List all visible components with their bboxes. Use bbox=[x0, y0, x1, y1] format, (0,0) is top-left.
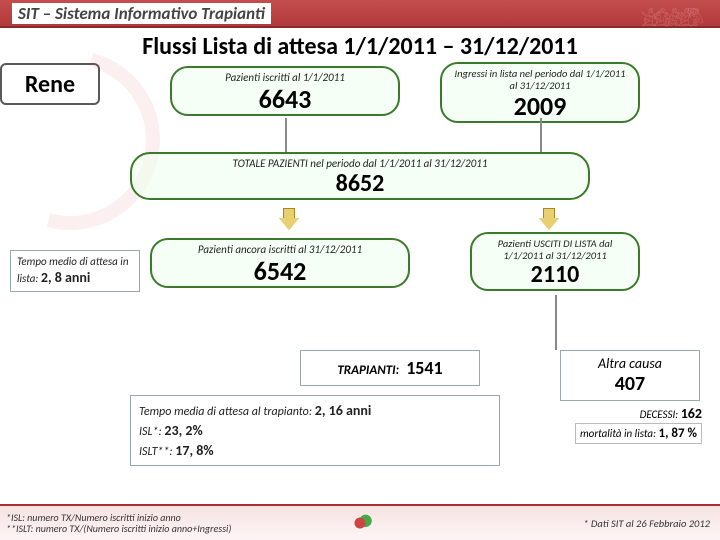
still-enrolled-value: 6542 bbox=[162, 258, 398, 284]
enrolled-start-value: 6643 bbox=[182, 86, 388, 112]
exited-value: 2110 bbox=[482, 263, 628, 287]
deaths-line: DECESSI: 162 bbox=[640, 405, 702, 422]
avg-wait-list-box: Tempo medio di attesa in lista: 2, 8 ann… bbox=[10, 250, 140, 292]
avg-wait-tx-value: 2, 16 anni bbox=[315, 402, 372, 419]
entries-period-label: Ingressi in lista nel periodo dal 1/1/20… bbox=[452, 68, 628, 91]
other-cause-label: Altra causa bbox=[565, 355, 695, 372]
page-title: Flussi Lista di attesa 1/1/2011 – 31/12/… bbox=[0, 32, 720, 61]
transplants-label: TRAPIANTI: bbox=[337, 363, 399, 378]
total-period-pill: TOTALE PAZIENTI nel periodo dal 1/1/2011… bbox=[130, 152, 590, 200]
transplants-value: 1541 bbox=[406, 357, 443, 379]
exited-pill: Pazienti USCITI DI LISTA dal 1/1/2011 al… bbox=[470, 232, 640, 291]
down-arrow-icon bbox=[540, 208, 558, 230]
mortality-value: 1, 87 % bbox=[659, 426, 697, 441]
deaths-label: DECESSI: bbox=[640, 408, 679, 421]
mortality-line: mortalità in lista: 1, 87 % bbox=[575, 423, 702, 444]
connector-line bbox=[555, 295, 557, 350]
site-title: SIT – Sistema Informativo Trapianti bbox=[12, 3, 271, 24]
other-cause-value: 407 bbox=[565, 372, 695, 396]
still-enrolled-pill: Pazienti ancora iscritti al 31/12/2011 6… bbox=[150, 238, 410, 288]
isl-label: ISL*: bbox=[139, 425, 162, 439]
islt-label: ISLT**: bbox=[139, 445, 173, 459]
enrolled-start-pill: Pazienti iscritti al 1/1/2011 6643 bbox=[170, 66, 400, 116]
header-decoration: 𓀀𓀁𓀂𓀃𓀄 bbox=[641, 2, 700, 32]
header-band: SIT – Sistema Informativo Trapianti 𓀀𓀁𓀂𓀃… bbox=[0, 0, 720, 28]
down-arrow-icon bbox=[280, 208, 298, 230]
footer-logo-icon bbox=[346, 512, 374, 534]
isl-value: 23, 2% bbox=[164, 422, 202, 439]
entries-period-pill: Ingressi in lista nel periodo dal 1/1/20… bbox=[440, 62, 640, 123]
avg-wait-tx-label: Tempo media di attesa al trapianto: bbox=[139, 405, 312, 419]
islt-value: 17, 8% bbox=[175, 442, 213, 459]
connector-line bbox=[285, 118, 287, 152]
entries-period-value: 2009 bbox=[452, 93, 628, 119]
mortality-label: mortalità in lista: bbox=[580, 427, 656, 440]
footnote-islt: **ISLT: numero TX/(Numero iscritti inizi… bbox=[6, 523, 231, 534]
avg-wait-list-value: 2, 8 anni bbox=[41, 269, 91, 286]
deaths-value: 162 bbox=[681, 405, 702, 422]
other-cause-box: Altra causa 407 bbox=[560, 350, 700, 401]
exited-label: Pazienti USCITI DI LISTA dal 1/1/2011 al… bbox=[482, 238, 628, 261]
transplants-box: TRAPIANTI: 1541 bbox=[300, 350, 480, 386]
footnotes: *ISL: numero TX/Numero iscritti inizio a… bbox=[6, 512, 231, 534]
transplant-stats-box: Tempo media di attesa al trapianto: 2, 1… bbox=[130, 395, 500, 466]
data-source-note: * Dati SIT al 26 Febbraio 2012 bbox=[583, 517, 710, 530]
footer-band: *ISL: numero TX/Numero iscritti inizio a… bbox=[0, 504, 720, 540]
total-period-value: 8652 bbox=[142, 172, 578, 196]
connector-line bbox=[540, 118, 542, 152]
